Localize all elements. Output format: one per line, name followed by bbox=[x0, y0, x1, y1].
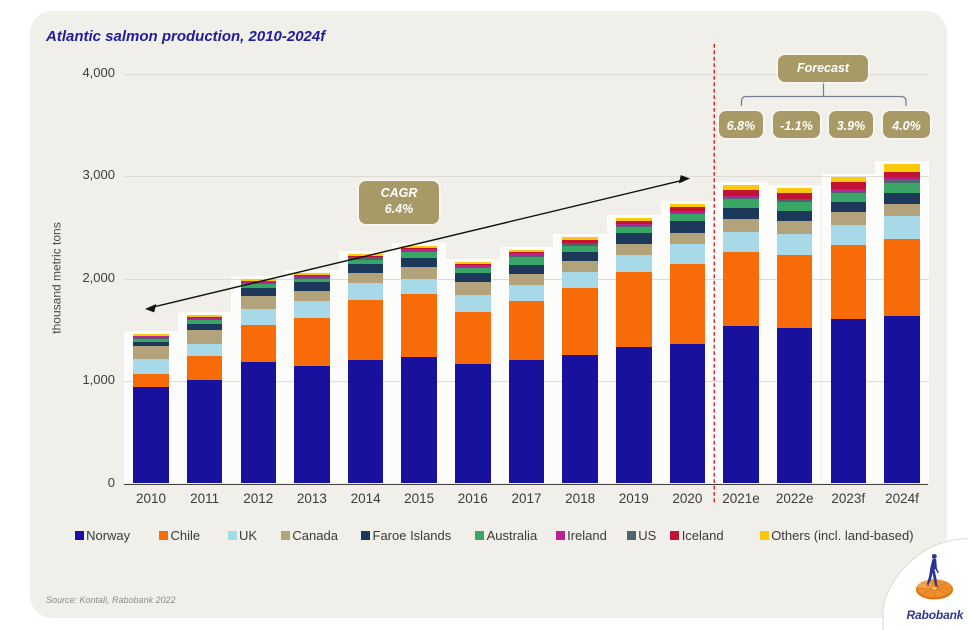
svg-text:Rabobank: Rabobank bbox=[907, 608, 965, 622]
